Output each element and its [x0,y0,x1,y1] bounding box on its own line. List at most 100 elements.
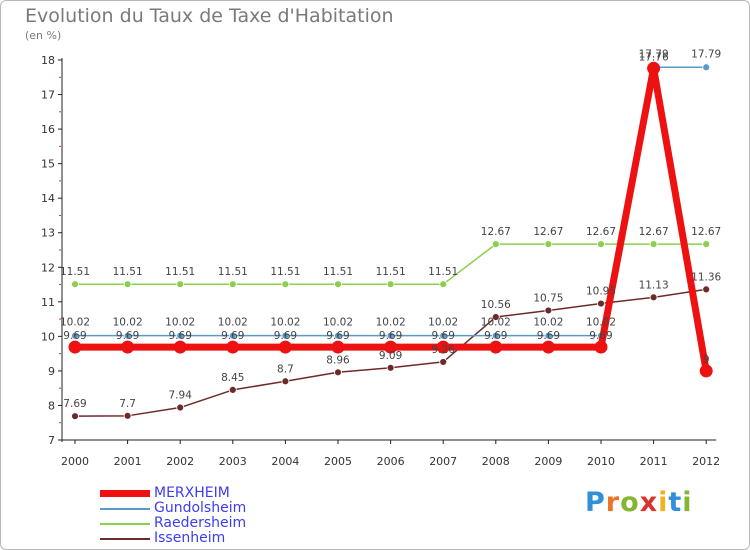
x-tick-label: 2006 [377,455,405,468]
data-point [597,299,605,308]
data-point [436,340,450,354]
y-tick-label: 16 [41,123,55,136]
data-point [541,340,555,354]
y-tick-label: 12 [41,261,55,274]
data-label: 9.69 [221,330,244,342]
data-point [228,386,237,394]
data-label: 7.7 [119,398,136,410]
data-label: 10.02 [270,317,300,329]
data-label: 10.02 [165,317,195,329]
data-label: 10.75 [533,292,563,304]
legend-label: Gundolsheim [154,500,247,516]
data-label: 12.67 [586,226,616,238]
data-point [281,331,290,340]
data-label: 7.69 [63,398,86,410]
x-tick-label: 2008 [482,455,510,468]
data-label: 11.51 [165,266,195,278]
data-point [386,280,395,289]
data-label: 11.51 [218,266,248,278]
data-label: 12.67 [533,226,563,238]
data-point [544,306,553,315]
legend-label: MERXHEIM [154,485,230,501]
data-label: 9.69 [63,330,86,342]
y-tick-label: 15 [41,158,55,171]
data-label: 8.45 [221,372,244,384]
data-point [71,412,79,421]
data-point [491,313,500,321]
logo-letter: r [605,487,621,518]
data-label: 12.67 [481,226,511,238]
data-label: 9.69 [432,330,455,342]
data-label: 10.02 [113,317,143,329]
data-label: 9.69 [484,330,507,342]
data-label: 9.69 [169,330,192,342]
data-label: 9.69 [537,330,560,342]
data-label: 10.02 [218,317,248,329]
data-point [702,240,711,249]
data-point [278,340,292,354]
data-point [649,240,658,249]
data-label: 11.51 [113,266,143,278]
data-label: 9.69 [116,330,139,342]
data-label: 12.67 [639,226,669,238]
x-tick-label: 2007 [429,455,457,468]
y-tick-label: 7 [48,434,55,447]
data-point [228,331,237,340]
data-point [649,293,658,302]
data-point [68,340,82,354]
y-tick-label: 18 [41,54,55,67]
data-point [594,340,608,354]
data-point [334,331,342,340]
data-label: 8.96 [326,354,350,366]
data-point [544,331,553,340]
x-tick-label: 2010 [587,455,615,468]
legend-swatch [100,523,150,525]
data-label: 8.7 [277,363,294,375]
data-label: 11.51 [60,266,90,278]
y-tick-label: 17 [41,89,55,102]
data-point [331,340,345,354]
chart-subtitle: (en %) [25,29,62,42]
logo-letter: P [585,487,606,518]
data-label: 11.51 [376,266,406,278]
y-tick-label: 11 [41,296,55,309]
data-label: 11.51 [428,266,458,278]
proxiti-logo: Proxiti [585,487,693,518]
data-label: 17.79 [691,48,721,60]
data-label: 10.02 [481,317,511,329]
data-label: 10.02 [323,317,353,329]
data-label: 9.26 [432,344,456,356]
x-tick-label: 2005 [324,455,352,468]
x-tick-label: 2002 [166,455,194,468]
data-point [439,280,448,289]
data-point [702,285,711,294]
x-tick-label: 2000 [61,455,89,468]
logo-letter: t [668,487,683,518]
data-point [386,331,395,340]
x-tick-label: 2012 [692,455,720,468]
data-point [702,63,711,72]
logo-letter: i [658,487,669,518]
legend-swatch [100,538,150,540]
data-point [386,363,395,372]
data-point [384,340,398,354]
data-point [597,240,605,249]
data-point [334,280,342,289]
data-point [491,240,500,249]
x-tick-label: 2011 [640,455,668,468]
data-point [491,331,500,340]
data-label: 9 [703,354,710,366]
data-point [123,280,132,289]
data-point [173,340,187,354]
data-label: 10.02 [586,317,616,329]
data-point [121,340,135,354]
data-label: 9.09 [379,350,402,362]
legend-swatch [100,508,150,510]
x-tick-label: 2003 [219,455,247,468]
data-point [176,403,185,412]
y-tick-label: 10 [41,330,55,343]
data-point [228,280,237,289]
data-label: 10.02 [376,317,406,329]
y-tick-label: 9 [48,365,55,378]
data-point [123,411,132,420]
